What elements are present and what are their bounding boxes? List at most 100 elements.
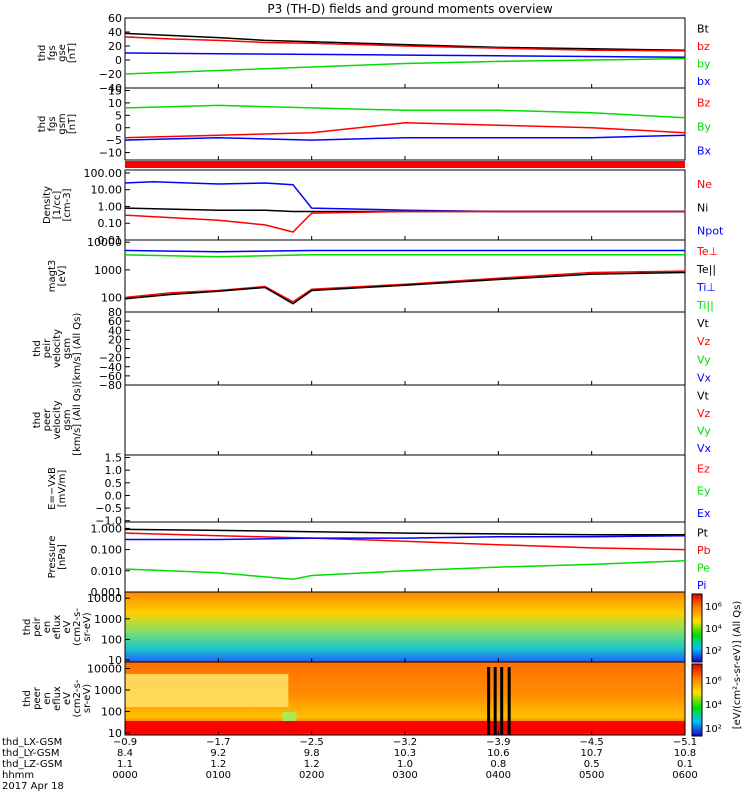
legend-p6-1: Vz — [697, 407, 711, 420]
ytick-label-p5-3: 20 — [108, 333, 122, 346]
legend-p3-2: Npot — [697, 225, 724, 238]
ylabel-p5-1: peir — [42, 338, 53, 358]
ylabel-p5-0: thd — [32, 340, 43, 357]
ylabel-p6-3: gsm — [62, 409, 73, 430]
legend-p4-2: Ti⊥ — [696, 281, 716, 294]
series-p1-bx — [124, 57, 686, 75]
ytick-label-p10-1: 1000 — [94, 684, 122, 697]
legend-p4-1: Te|| — [696, 263, 716, 276]
series-p3-Npot — [124, 180, 685, 213]
series-p1-bz — [124, 36, 686, 52]
ylabel-p10-6: sr-eV) — [82, 684, 93, 713]
ytick-label-p3-2: 1.00 — [98, 200, 123, 213]
ylabel-p9-2: en — [42, 621, 53, 634]
ylabel-p9-3: eflux — [52, 615, 63, 640]
series-p1-by — [124, 52, 686, 58]
series-p4-Te|| — [124, 271, 686, 305]
ytick-label-p2-4: −5 — [106, 134, 122, 147]
ylabel-p8-1: [nPa] — [57, 544, 68, 570]
series-p2-Bx — [124, 134, 686, 141]
xaxis-hhmm-0: 0000 — [112, 770, 137, 781]
xaxis-ly-1: 9.2 — [210, 748, 226, 759]
ytick-label-p7-2: 0.5 — [105, 477, 123, 490]
xaxis-hhmm-2: 0200 — [299, 770, 324, 781]
series-p8-Pe — [124, 559, 686, 580]
ytick-label-p3-3: 0.10 — [98, 217, 123, 230]
xaxis-lz-2: 1.2 — [304, 759, 320, 770]
ylabel-p10-4: eV — [62, 692, 73, 705]
ytick-label-p1-5: −40 — [99, 82, 122, 95]
ytick-label-p8-2: 0.010 — [91, 565, 123, 578]
ylabel-p10-1: peer — [32, 686, 43, 710]
legend-p8-3: Pi — [697, 579, 706, 592]
xaxis-row-label-1: thd_LY-GSM — [2, 748, 59, 759]
xaxis-ly-4: 10.6 — [487, 748, 509, 759]
legend-p4-3: Ti|| — [696, 299, 714, 312]
xaxis-ly-6: 10.8 — [674, 748, 696, 759]
xaxis-lx-0: −0.9 — [113, 737, 137, 748]
ytick-label-p7-4: −0.5 — [95, 502, 122, 515]
ytick-label-p8-0: 1.000 — [91, 522, 123, 535]
frame-p7 — [124, 454, 686, 523]
ylabel-p6-2: velocity — [52, 400, 63, 439]
ylabel-p4-0: magt3 — [47, 260, 58, 293]
colorbar-label: [eV/(cm²-s-sr-eV)] (All Qs) — [732, 601, 743, 730]
ytick-label-p5-7: −60 — [99, 370, 122, 383]
ylabel-p1-3: [nT] — [67, 43, 78, 63]
series-p8-Pt — [124, 528, 685, 536]
flag-bar — [125, 161, 685, 168]
colorbar-bottom-tick-0: 10⁶ — [705, 676, 722, 687]
data-gap-bar-1 — [493, 667, 497, 735]
xaxis-lx-3: −3.2 — [393, 737, 417, 748]
xaxis-lx-4: −3.9 — [486, 737, 510, 748]
ylabel-p6-1: peer — [42, 408, 53, 432]
legend-p8-2: Pe — [697, 562, 710, 575]
legend-p5-0: Vt — [697, 317, 710, 330]
legend-p4-0: Te⊥ — [696, 245, 718, 258]
legend-p2-2: Bx — [697, 144, 712, 157]
xaxis-ly-3: 10.3 — [394, 748, 416, 759]
ylabel-p6-0: thd — [32, 412, 43, 429]
xaxis-hhmm-1: 0100 — [206, 770, 231, 781]
ylabel-p3-1: [1/cc] — [52, 191, 63, 220]
series-p4-Ti⊥ — [124, 249, 685, 253]
panel-p9: 10000 1000 100 10 thd peir en eflux eV (cm2-s-sr-… — [22, 591, 686, 667]
series-p4-Ti|| — [124, 254, 685, 258]
ylabel-p5-4: [km/s] (All Qs) — [72, 313, 83, 385]
ytick-label-p2-0: 15 — [108, 84, 122, 97]
ytick-label-p1-1: 40 — [108, 26, 122, 39]
ylabel-p9-0: thd — [22, 619, 33, 636]
ylabel-p7-1: [mV/m] — [57, 470, 68, 508]
ytick-label-p1-3: 0 — [115, 54, 122, 67]
xaxis-row-label-4: 2017 Apr 18 — [2, 781, 64, 792]
xaxis-lx-5: −4.5 — [580, 737, 604, 748]
ytick-label-p1-4: −20 — [99, 68, 122, 81]
ylabel-p2-0: thd — [37, 116, 48, 133]
ytick-label-p7-1: 1.0 — [105, 464, 123, 477]
ytick-label-p1-2: 20 — [108, 40, 122, 53]
ytick-label-p4-0: 10000 — [87, 236, 122, 249]
ytick-label-p2-5: −10 — [99, 147, 122, 160]
ytick-label-p5-4: 0 — [115, 343, 122, 356]
ytick-label-p5-2: 40 — [108, 324, 122, 337]
ytick-label-p7-5: −1.0 — [95, 515, 122, 528]
ytick-label-p5-6: −40 — [99, 361, 122, 374]
legend-p3-1: Ni — [697, 201, 708, 214]
legend-p1-2: by — [697, 58, 711, 71]
xaxis-hhmm-3: 0300 — [392, 770, 417, 781]
ytick-label-p10-0: 10000 — [87, 662, 122, 675]
ylabel-p5-2: velocity — [52, 329, 63, 368]
series-p4-Te⊥ — [124, 270, 686, 303]
ylabel-p3-0: Density — [42, 186, 53, 224]
ytick-label-p3-1: 10.00 — [91, 184, 123, 197]
ylabel-p10-5: (cm2-s- — [72, 679, 83, 717]
legend-p1-0: Bt — [697, 23, 710, 36]
xaxis-lz-0: 1.1 — [117, 759, 133, 770]
series-p1-Bt — [124, 32, 686, 51]
xaxis-lz-1: 1.2 — [210, 759, 226, 770]
xaxis-row-label-0: thd_LX-GSM — [2, 737, 62, 748]
legend-p5-1: Vz — [697, 335, 711, 348]
xaxis-ly-0: 8.4 — [117, 748, 133, 759]
